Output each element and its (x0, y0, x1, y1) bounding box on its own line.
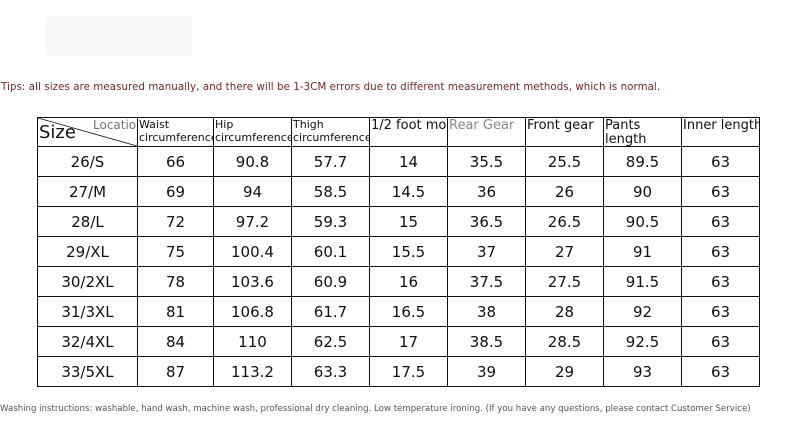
measurement-cell: 37 (447, 236, 526, 267)
measurement-cell: 97.2 (213, 206, 292, 237)
washing-instructions: Washing instructions: washable, hand was… (0, 404, 751, 414)
table-row: 26/S 66 90.8 57.7 14 35.5 25.5 89.5 63 (37, 146, 760, 177)
measurement-cell: 27 (525, 236, 604, 267)
table-row: 33/5XL 87 113.2 63.3 17.5 39 29 93 63 (37, 356, 760, 387)
measurement-cell: 39 (447, 356, 526, 387)
tips-note: Tips: all sizes are measured manually, a… (1, 82, 661, 93)
measurement-cell: 81 (137, 296, 214, 327)
header-pants-length: Pants length (603, 117, 682, 147)
measurement-cell: 38 (447, 296, 526, 327)
corner-size-label: Size (39, 122, 76, 143)
measurement-cell: 28.5 (525, 326, 604, 357)
measurement-cell: 110 (213, 326, 292, 357)
measurement-cell: 75 (137, 236, 214, 267)
size-cell: 32/4XL (37, 326, 138, 357)
measurement-cell: 63 (681, 266, 760, 297)
measurement-cell: 91.5 (603, 266, 682, 297)
measurement-cell: 90.5 (603, 206, 682, 237)
corner-location-label: Location (93, 118, 137, 133)
table-row: 30/2XL 78 103.6 60.9 16 37.5 27.5 91.5 63 (37, 266, 760, 297)
size-cell: 26/S (37, 146, 138, 177)
measurement-cell: 17 (369, 326, 448, 357)
measurement-cell: 78 (137, 266, 214, 297)
header-rear-gear: Rear Gear (447, 117, 526, 147)
measurement-cell: 106.8 (213, 296, 292, 327)
measurement-cell: 63 (681, 356, 760, 387)
measurement-cell: 89.5 (603, 146, 682, 177)
measurement-cell: 15 (369, 206, 448, 237)
measurement-cell: 36 (447, 176, 526, 207)
size-cell: 33/5XL (37, 356, 138, 387)
measurement-cell: 87 (137, 356, 214, 387)
size-cell: 29/XL (37, 236, 138, 267)
header-waist: Waist circumference (137, 117, 214, 147)
image-placeholder (46, 16, 192, 56)
measurement-cell: 92 (603, 296, 682, 327)
table-row: 29/XL 75 100.4 60.1 15.5 37 27 91 63 (37, 236, 760, 267)
measurement-cell: 66 (137, 146, 214, 177)
measurement-cell: 26.5 (525, 206, 604, 237)
measurement-cell: 16 (369, 266, 448, 297)
header-foot-mouth: 1/2 foot mouth (369, 117, 448, 147)
measurement-cell: 59.3 (291, 206, 370, 237)
size-cell: 30/2XL (37, 266, 138, 297)
table-row: 28/L 72 97.2 59.3 15 36.5 26.5 90.5 63 (37, 206, 760, 237)
table-row: 32/4XL 84 110 62.5 17 38.5 28.5 92.5 63 (37, 326, 760, 357)
measurement-cell: 60.9 (291, 266, 370, 297)
measurement-cell: 57.7 (291, 146, 370, 177)
measurement-cell: 100.4 (213, 236, 292, 267)
header-front-gear: Front gear (525, 117, 604, 147)
size-cell: 27/M (37, 176, 138, 207)
measurement-cell: 15.5 (369, 236, 448, 267)
measurement-cell: 38.5 (447, 326, 526, 357)
measurement-cell: 63.3 (291, 356, 370, 387)
header-inner-length: Inner length (681, 117, 760, 147)
diagonal-divider (38, 118, 137, 146)
measurement-cell: 90 (603, 176, 682, 207)
measurement-cell: 29 (525, 356, 604, 387)
measurement-cell: 92.5 (603, 326, 682, 357)
table-row: 31/3XL 81 106.8 61.7 16.5 38 28 92 63 (37, 296, 760, 327)
measurement-cell: 26 (525, 176, 604, 207)
measurement-cell: 90.8 (213, 146, 292, 177)
size-cell: 28/L (37, 206, 138, 237)
measurement-cell: 37.5 (447, 266, 526, 297)
measurement-cell: 14.5 (369, 176, 448, 207)
measurement-cell: 14 (369, 146, 448, 177)
measurement-cell: 16.5 (369, 296, 448, 327)
size-cell: 31/3XL (37, 296, 138, 327)
measurement-cell: 63 (681, 296, 760, 327)
header-row: Location Size Waist circumference Hip ci… (37, 117, 760, 147)
measurement-cell: 63 (681, 206, 760, 237)
measurement-cell: 63 (681, 236, 760, 267)
corner-header: Location Size (37, 117, 138, 147)
size-chart-table: Location Size Waist circumference Hip ci… (37, 117, 760, 387)
measurement-cell: 60.1 (291, 236, 370, 267)
measurement-cell: 36.5 (447, 206, 526, 237)
measurement-cell: 27.5 (525, 266, 604, 297)
header-hip: Hip circumference (213, 117, 292, 147)
measurement-cell: 69 (137, 176, 214, 207)
measurement-cell: 63 (681, 176, 760, 207)
measurement-cell: 84 (137, 326, 214, 357)
header-thigh: Thigh circumference (291, 117, 370, 147)
table-row: 27/M 69 94 58.5 14.5 36 26 90 63 (37, 176, 760, 207)
measurement-cell: 91 (603, 236, 682, 267)
measurement-cell: 63 (681, 146, 760, 177)
measurement-cell: 62.5 (291, 326, 370, 357)
measurement-cell: 103.6 (213, 266, 292, 297)
measurement-cell: 25.5 (525, 146, 604, 177)
measurement-cell: 58.5 (291, 176, 370, 207)
measurement-cell: 113.2 (213, 356, 292, 387)
measurement-cell: 61.7 (291, 296, 370, 327)
measurement-cell: 94 (213, 176, 292, 207)
measurement-cell: 28 (525, 296, 604, 327)
measurement-cell: 93 (603, 356, 682, 387)
measurement-cell: 17.5 (369, 356, 448, 387)
measurement-cell: 35.5 (447, 146, 526, 177)
measurement-cell: 63 (681, 326, 760, 357)
measurement-cell: 72 (137, 206, 214, 237)
